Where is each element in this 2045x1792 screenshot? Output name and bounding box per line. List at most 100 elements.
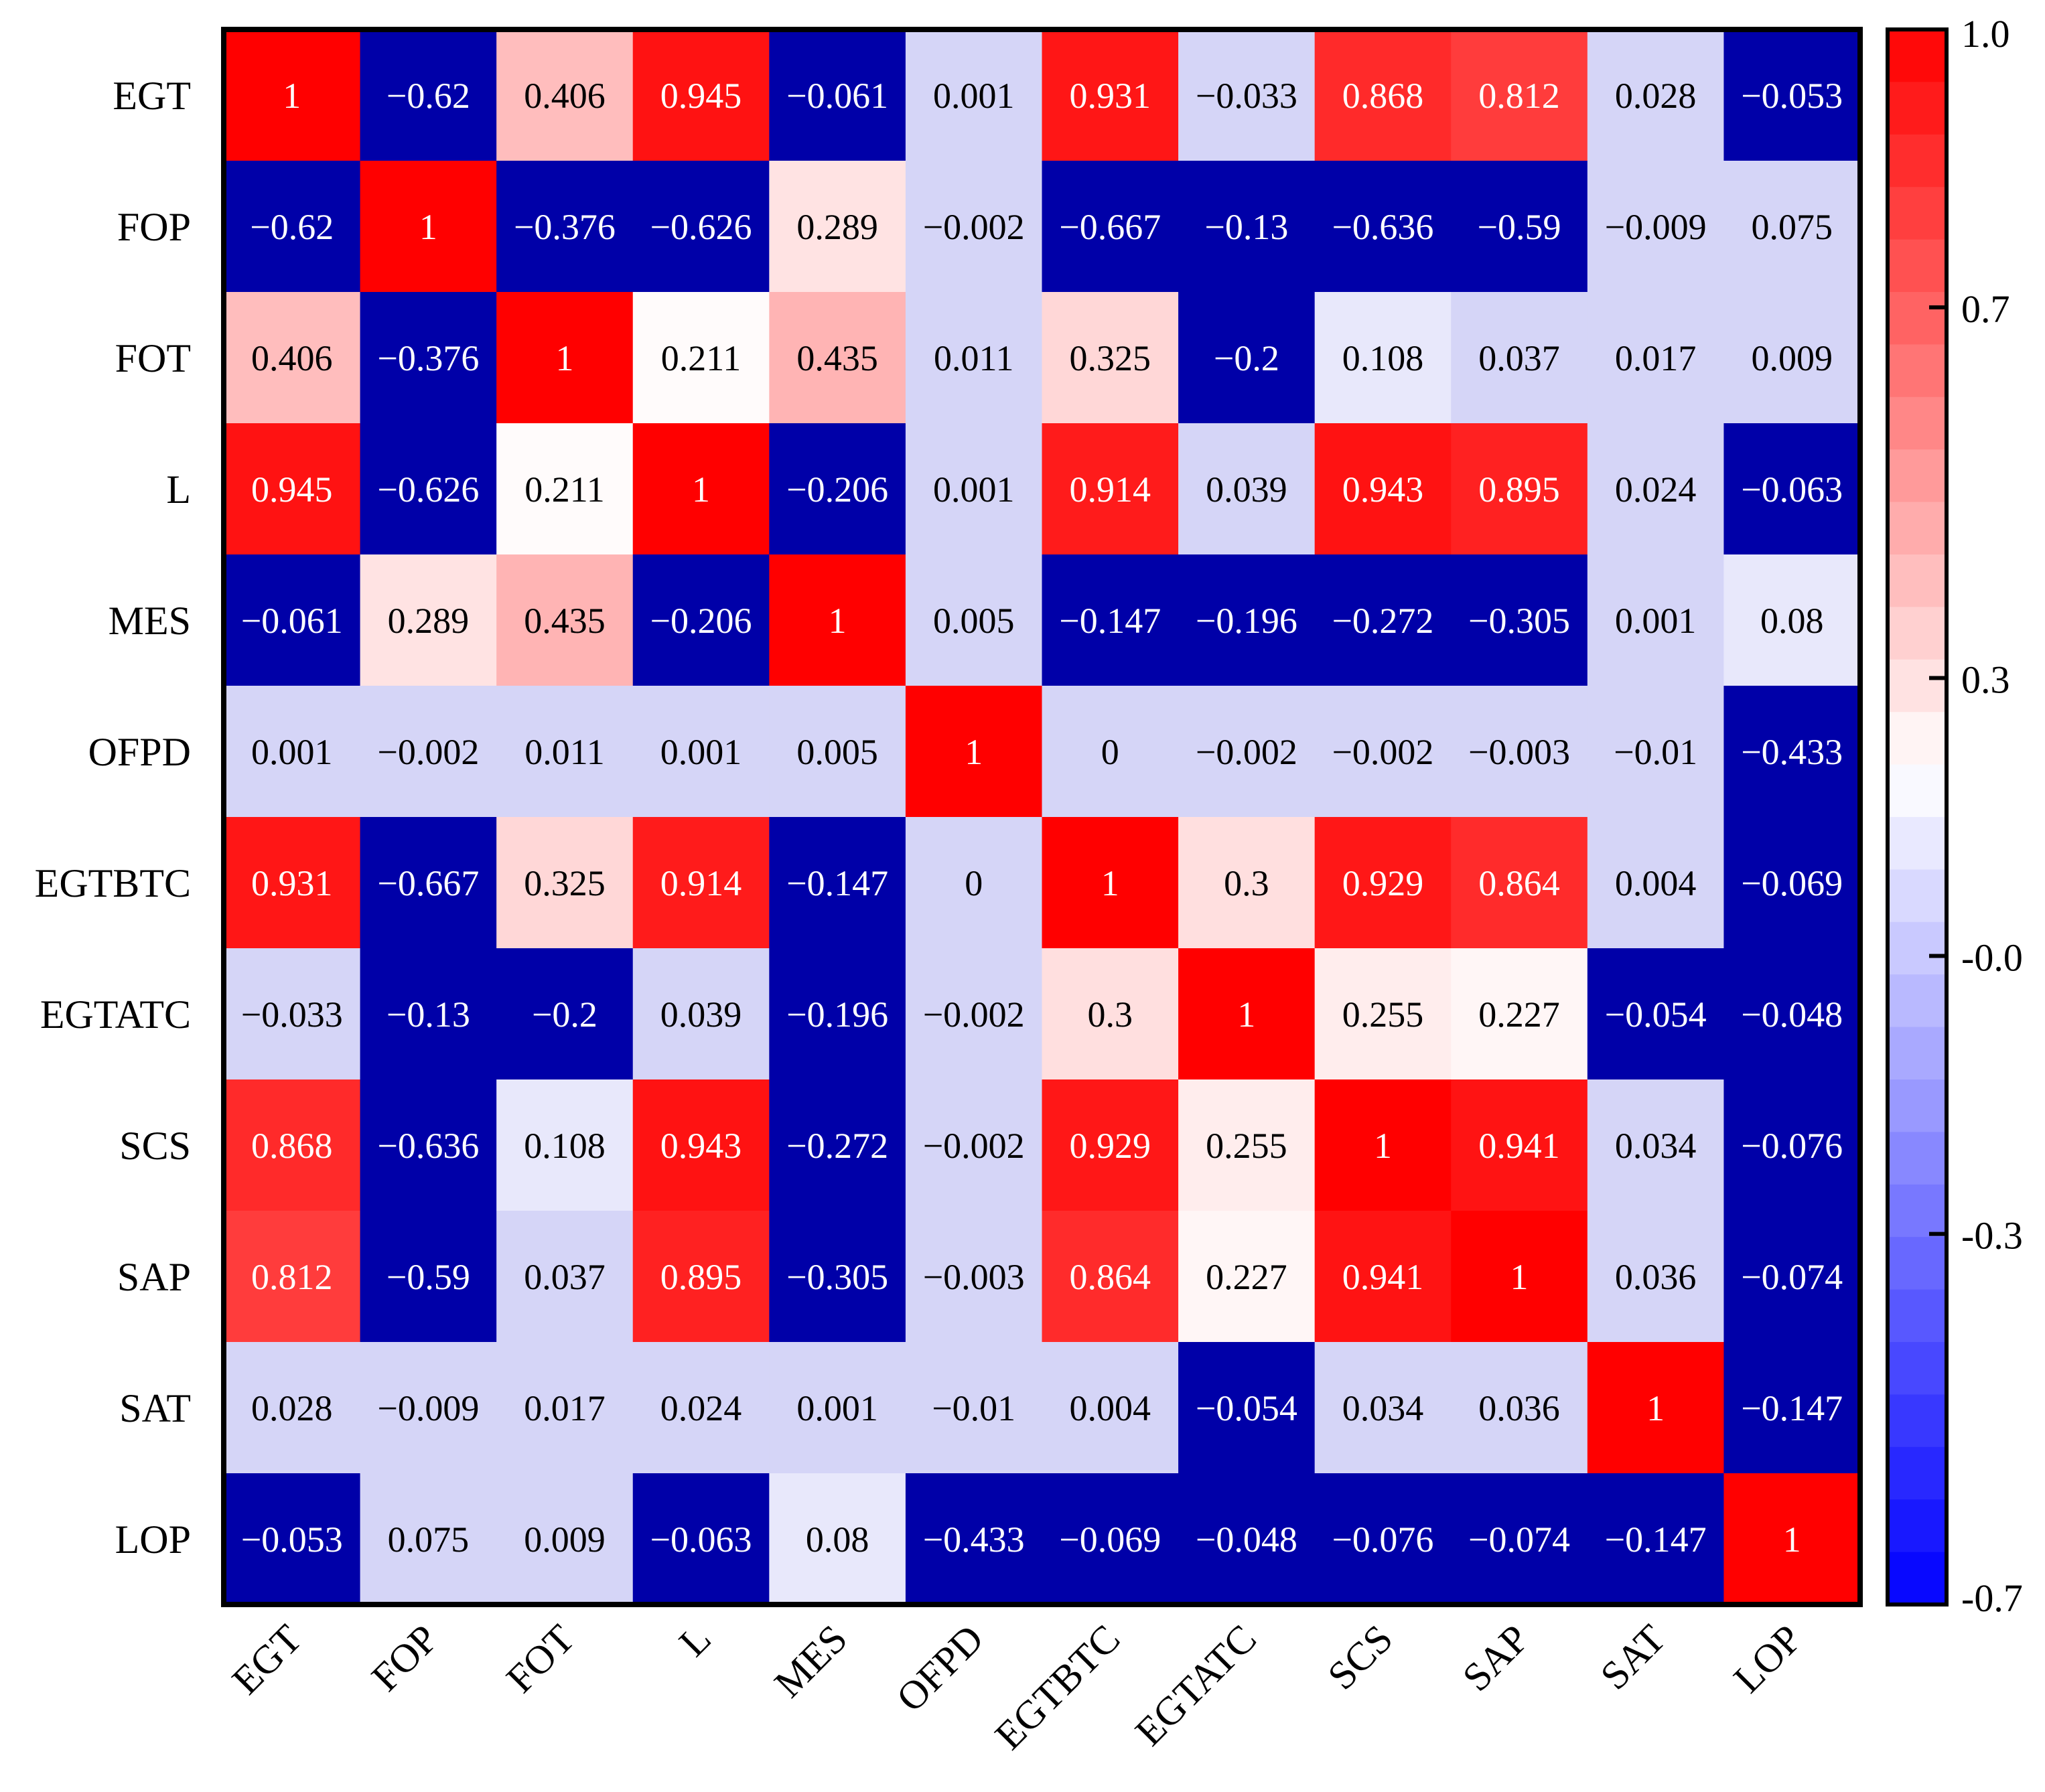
y-tick-label: SCS (119, 1124, 191, 1168)
cell-value-label: 0.108 (524, 1126, 606, 1166)
colorbar-tick-label: 0.3 (1961, 658, 2010, 701)
cell-value-label: 1 (1646, 1388, 1665, 1428)
heatmap-cell (905, 686, 1043, 818)
cell-value-label: −0.048 (1196, 1519, 1297, 1560)
heatmap-cell (769, 423, 906, 555)
cell-value-label: 0.028 (251, 1388, 333, 1428)
cell-value-label: −0.376 (377, 338, 479, 378)
cell-value-label: 1 (1783, 1519, 1801, 1560)
cell-value-label: 0 (1101, 732, 1119, 772)
x-tick-label: L (671, 1617, 719, 1665)
heatmap-cell (1178, 554, 1316, 686)
heatmap-cell (632, 1211, 770, 1343)
heatmap-cell (1314, 423, 1452, 555)
cell-value-label: −0.2 (1214, 338, 1279, 378)
cell-value-label: −0.636 (1332, 207, 1433, 247)
colorbar-tick-label: 1.0 (1961, 12, 2010, 56)
cell-value-label: 0.011 (934, 338, 1014, 378)
colorbar-bin (1888, 187, 1947, 240)
cell-value-label: −0.147 (1059, 601, 1161, 641)
cell-value-label: −0.147 (786, 863, 888, 903)
colorbar-bin (1888, 1499, 1947, 1553)
heatmap-cell (496, 948, 634, 1080)
cell-value-label: 0.895 (1478, 469, 1560, 510)
heatmap-cell (1178, 1079, 1316, 1211)
heatmap-cell (1314, 554, 1452, 686)
cell-value-label: −0.048 (1741, 994, 1843, 1035)
colorbar-bin (1888, 921, 1947, 975)
heatmap-cell (224, 1079, 361, 1211)
cell-value-label: 0.001 (660, 732, 742, 772)
heatmap-cell (769, 161, 906, 293)
heatmap-cell (1723, 554, 1861, 686)
cell-value-label: 0.028 (1615, 76, 1697, 116)
colorbar-frame (1886, 27, 1949, 1607)
cell-value-label: −0.626 (377, 469, 479, 510)
heatmap-cell (632, 686, 770, 818)
y-tick-label: OFPD (88, 730, 191, 774)
heatmap-cell (1451, 1342, 1588, 1474)
cell-value-label: 0.001 (251, 732, 333, 772)
cell-value-label: 0.931 (251, 863, 333, 903)
heatmap-cell (905, 948, 1043, 1080)
heatmap-cell (1451, 292, 1588, 424)
heatmap-cell (1451, 1079, 1588, 1211)
cell-value-label: −0.206 (786, 469, 888, 510)
heatmap-cell (1723, 948, 1861, 1080)
colorbar-bin (1888, 869, 1947, 923)
heatmap-cell (1723, 686, 1861, 818)
heatmap-cell (905, 817, 1043, 949)
cell-value-label: 0.011 (524, 732, 605, 772)
cell-value-label: −0.002 (1332, 732, 1433, 772)
heatmap-cell (1042, 1473, 1179, 1605)
colorbar-bin (1888, 292, 1947, 345)
cell-value-label: 1 (283, 76, 301, 116)
heatmap-cell (1314, 29, 1452, 161)
cell-value-label: 0.001 (1615, 601, 1697, 641)
cell-value-label: −0.62 (250, 207, 334, 247)
cell-value-label: 0.227 (1478, 994, 1560, 1035)
cell-value-label: 1 (555, 338, 573, 378)
heatmap-cell (1723, 1079, 1861, 1211)
cell-value-label: 0.868 (251, 1126, 333, 1166)
colorbar-bin (1888, 974, 1947, 1028)
cell-value-label: −0.196 (1196, 601, 1297, 641)
cell-value-label: 0.001 (933, 469, 1015, 510)
heatmap-cell (224, 29, 361, 161)
heatmap-cell (905, 1211, 1043, 1343)
heatmap-cell (1451, 161, 1588, 293)
cell-value-label: 0.812 (251, 1257, 333, 1297)
cell-value-label: −0.054 (1196, 1388, 1297, 1428)
heatmap-cell (1451, 423, 1588, 555)
heatmap-cell (360, 292, 497, 424)
y-tick-label: L (166, 467, 191, 512)
colorbar-bin (1888, 502, 1947, 555)
heatmap-cell (905, 1079, 1043, 1211)
heatmap-cell (1587, 1079, 1725, 1211)
colorbar-bin (1888, 1289, 1947, 1343)
heatmap-cell (1314, 292, 1452, 424)
colorbar-tick-label: -0.3 (1961, 1214, 2023, 1258)
cell-value-label: −0.305 (1468, 601, 1570, 641)
heatmap-cell (496, 686, 634, 818)
heatmap-cell (1723, 1211, 1861, 1343)
colorbar-tick-label: 0.7 (1961, 287, 2010, 331)
y-tick-label: EGTATC (40, 992, 191, 1037)
heatmap-cell (769, 817, 906, 949)
heatmap-cell (496, 161, 634, 293)
cell-value-label: 0.039 (1206, 469, 1287, 510)
cell-value-label: −0.061 (786, 76, 888, 116)
heatmap-cell (1314, 161, 1452, 293)
cell-value-label: 1 (1510, 1257, 1529, 1297)
plot-frame (221, 27, 1863, 1607)
colorbar-bin (1888, 1237, 1947, 1290)
cell-value-label: 0.255 (1342, 994, 1424, 1035)
cell-value-label: −0.063 (650, 1519, 752, 1560)
cell-value-label: −0.13 (1204, 207, 1288, 247)
heatmap-cell (1723, 292, 1861, 424)
colorbar-bin (1888, 1552, 1947, 1605)
cell-value-label: −0.636 (377, 1126, 479, 1166)
cell-value-label: 0.004 (1070, 1388, 1151, 1428)
